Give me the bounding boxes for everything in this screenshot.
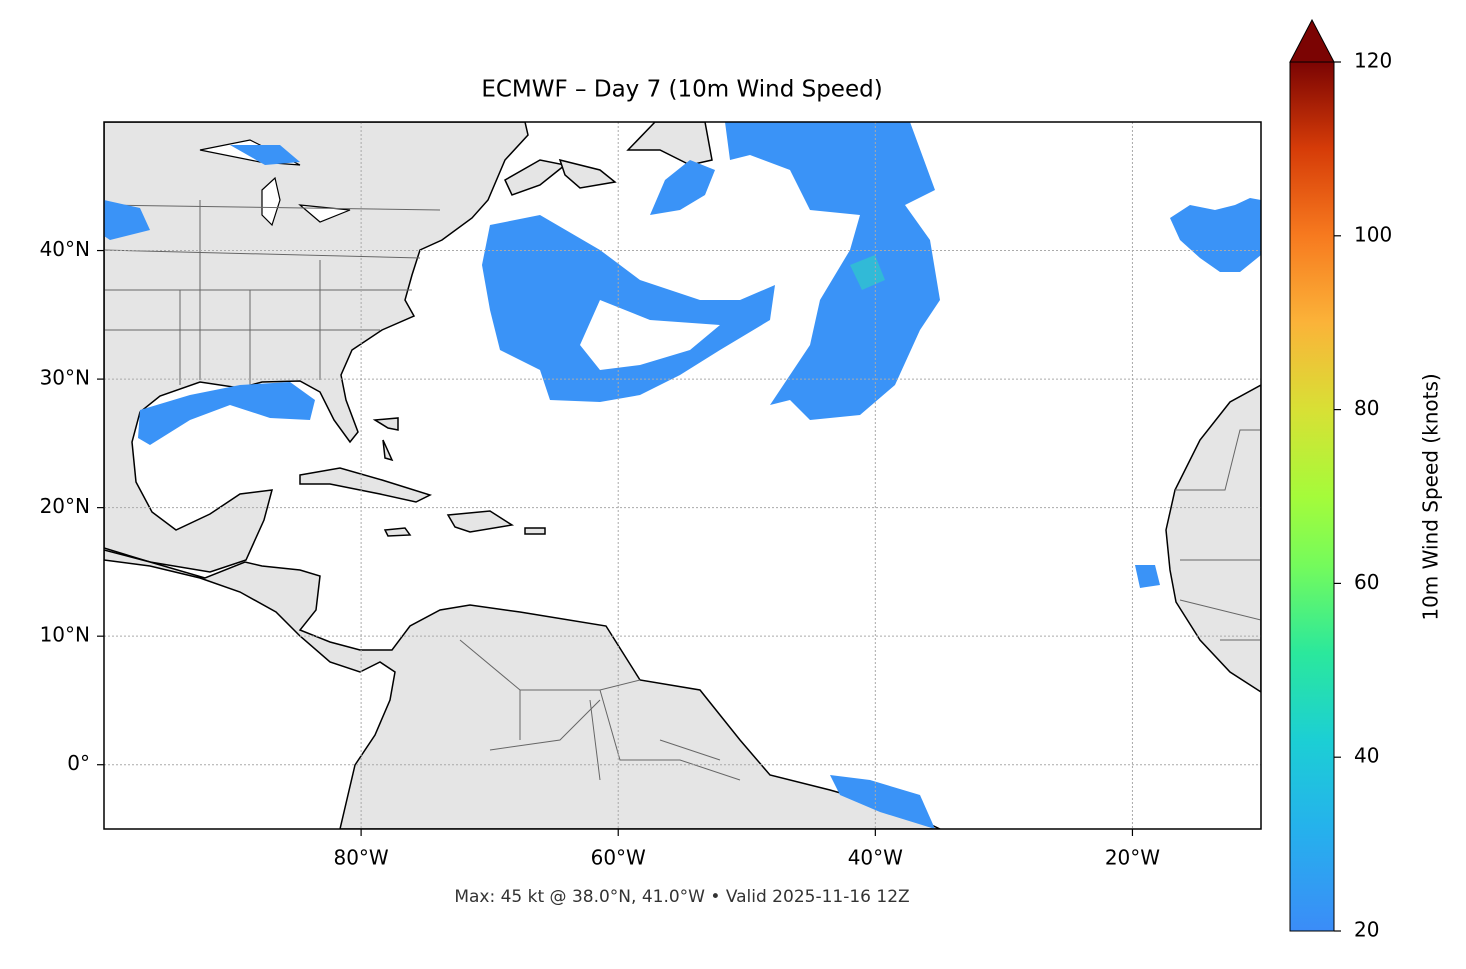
colorbar-tick-label: 100 [1354,222,1392,246]
footer-note: Max: 45 kt @ 38.0°N, 41.0°W • Valid 2025… [454,887,909,907]
colorbar-extend [1289,18,1335,63]
map-frame [103,121,1262,830]
y-tick-label: 20°N [40,494,90,518]
sa-borders [459,639,741,781]
wind-swath [482,215,775,402]
y-tick-label: 10°N [40,623,90,647]
y-tick-label: 0° [67,751,90,775]
north-america [104,122,529,573]
africa [1165,384,1261,693]
wind-gap [580,300,720,370]
wind-brazil [830,775,935,829]
x-tick-label: 60°W [591,846,646,870]
x-tick-label: 40°W [848,846,903,870]
y-tick-label: 30°N [40,366,90,390]
colorbar-tick-label: 80 [1354,396,1379,420]
africa-borders [1175,429,1261,641]
us-states [104,200,441,385]
colorbar-label: 10m Wind Speed (knots) [1419,373,1443,620]
wind-gulf [138,382,315,445]
great-lakes [199,139,351,227]
wind-east [1170,198,1261,272]
hispaniola [446,510,515,533]
newfoundland [626,122,713,166]
x-tick-label: 80°W [333,846,388,870]
wind-lakes [104,145,300,240]
colorbar-tick-label: 40 [1354,744,1379,768]
nova-scotia [504,159,567,196]
wind-north [650,160,715,215]
colorbar-tick-label: 60 [1354,570,1379,594]
puerto-rico [524,527,546,535]
map [104,122,1261,829]
colorbar-tick-label: 120 [1354,49,1392,73]
wind-capeverde [1135,565,1160,588]
bahamas [372,417,399,462]
chart-title: ECMWF – Day 7 (10m Wind Speed) [481,77,882,103]
y-tick-label: 40°N [40,237,90,261]
cuba [299,467,432,503]
colorbar-tick-label: 20 [1354,918,1379,942]
wind-storm [725,122,940,420]
wind-max [850,255,885,290]
colorbar [1289,61,1335,932]
graticule [104,122,1261,829]
x-tick-label: 20°W [1105,846,1160,870]
jamaica [383,527,412,537]
canada-maritime [558,158,617,189]
